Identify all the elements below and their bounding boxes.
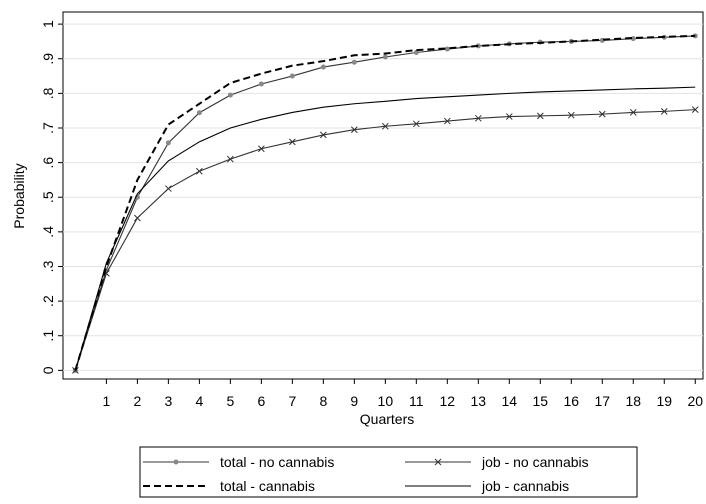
point-marker [289,73,295,79]
point-marker [629,109,637,116]
y-tick-label: .1 [40,330,56,342]
point-marker [567,111,575,119]
x-tick-label: 1 [102,393,110,409]
point-marker [134,214,141,222]
x-tick-label: 16 [563,393,579,409]
point-marker [505,113,513,120]
point-marker [319,131,327,139]
legend-label: total - cannabis [220,478,315,494]
x-tick-label: 7 [288,393,296,409]
point-marker [382,54,388,60]
point-marker [536,112,544,120]
x-tick-label: 8 [319,393,327,409]
plot-frame [62,11,704,380]
legend-marker [434,458,442,466]
x-tick-label: 2 [133,393,141,409]
x-tick-label: 3 [164,393,172,409]
point-marker [165,140,171,146]
point-marker [351,59,357,65]
y-tick-label: .7 [40,122,56,134]
point-marker [196,167,203,175]
point-marker [320,64,326,70]
x-tick-label: 11 [409,393,424,409]
point-marker [258,145,265,153]
x-tick-label: 20 [687,393,703,409]
legend-box [139,446,638,498]
y-tick-label: .4 [40,226,56,238]
point-marker [196,110,202,116]
point-marker [288,138,296,146]
legend-label: job - no cannabis [481,454,589,470]
x-tick-label: 12 [440,393,456,409]
x-tick-label: 6 [257,393,265,409]
y-axis-label: Probability [11,163,27,228]
y-tick-label: .5 [40,191,56,203]
point-marker [443,117,451,125]
point-marker [227,92,233,98]
x-axis-label: Quarters [360,411,414,427]
x-tick-label: 10 [378,393,394,409]
legend-label: job - cannabis [481,478,569,494]
x-tick-label: 13 [471,393,487,409]
x-tick-label: 15 [532,393,548,409]
point-marker [660,108,668,115]
x-tick-label: 18 [625,393,641,409]
point-marker [381,122,389,130]
y-tick-label: .8 [40,87,56,99]
y-tick-label: .9 [40,53,56,65]
point-marker [598,110,606,118]
series-line [74,86,696,371]
x-tick-label: 14 [502,393,518,409]
y-tick-label: 0 [40,366,56,374]
series-line [74,34,696,371]
legend-marker [173,459,179,465]
point-marker [227,155,234,163]
point-marker [350,126,358,134]
point-marker [413,50,419,56]
y-tick-label: .2 [40,295,56,307]
point-marker [691,106,699,113]
y-tick-label: 1 [40,20,56,28]
point-marker [258,81,264,87]
x-tick-label: 17 [594,393,610,409]
x-tick-label: 19 [656,393,672,409]
x-tick-label: 9 [350,393,358,409]
point-marker [412,120,420,128]
y-tick-label: .3 [40,260,56,272]
y-tick-label: .6 [40,157,56,169]
x-tick-label: 4 [195,393,203,409]
x-tick-label: 5 [226,393,234,409]
point-marker [165,185,172,192]
point-marker [444,46,450,52]
point-marker [474,114,482,122]
legend-label: total - no cannabis [220,454,334,470]
point-marker [475,43,481,49]
